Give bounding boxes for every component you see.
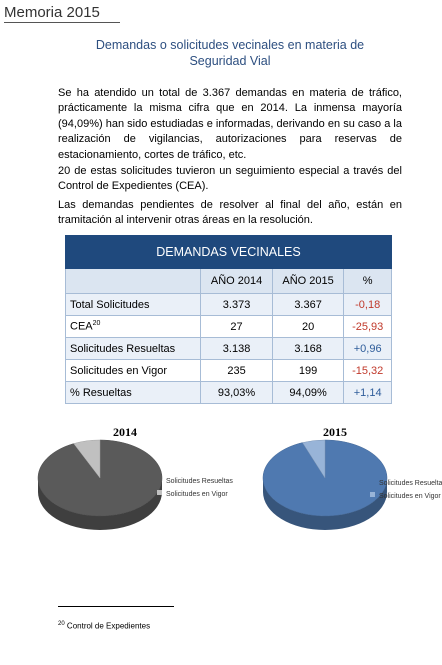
chart-title: 2014 xyxy=(113,425,137,439)
cell: -0,18 xyxy=(343,293,392,316)
column-header: AÑO 2015 xyxy=(271,268,345,294)
row-label-text: Total Solicitudes xyxy=(70,298,150,311)
cell: 27 xyxy=(200,315,273,338)
column-header: % xyxy=(343,268,392,294)
cell: 199 xyxy=(271,359,345,382)
cell: +0,96 xyxy=(343,337,392,360)
pie-side xyxy=(38,478,162,530)
table-header-row: AÑO 2014 AÑO 2015% xyxy=(64,268,392,294)
pie-charts: 2014 Solicitudes Resueltas Solicitudes en … xyxy=(37,425,442,530)
legend-swatch xyxy=(157,490,162,495)
cell: 3.138 xyxy=(200,337,273,360)
row-label: Solicitudes en Vigor xyxy=(64,359,202,382)
row-label: CEA20 xyxy=(64,315,202,338)
table-row: CEA20 27 20 -25,93 xyxy=(64,315,392,338)
cell: +1,14 xyxy=(343,381,392,404)
row-label: % Resueltas xyxy=(64,381,202,404)
paragraph: 20 de estas solicitudes tuvieron un segu… xyxy=(58,165,402,193)
pie-slice xyxy=(73,439,101,479)
section-title: Demandas o solicitudes vecinales en mate… xyxy=(40,37,420,69)
footnote-text: Control de Expedientes xyxy=(66,621,151,631)
table-row: Solicitudes en Vigor 235 199 -15,32 xyxy=(64,359,392,382)
cell: -25,93 xyxy=(343,315,392,338)
row-label: Solicitudes Resueltas xyxy=(64,337,202,360)
data-table: DEMANDAS VECINALES AÑO 2014 AÑO 2015% Total… xyxy=(64,235,392,404)
row-label-text: Solicitudes Resueltas xyxy=(70,342,176,355)
cell: 3.373 xyxy=(200,293,273,316)
footnote: 20 Control de Expedientes xyxy=(58,621,150,631)
cell: 20 xyxy=(271,315,345,338)
cell: 3.367 xyxy=(271,293,345,316)
pie-side xyxy=(263,478,387,530)
footnote-number: 20 xyxy=(58,621,65,627)
legend-label: Solicitudes Resueltas xyxy=(379,480,442,487)
cell: 94,09% xyxy=(271,381,345,404)
row-label: Total Solicitudes xyxy=(64,293,202,316)
legend-swatch xyxy=(157,477,162,482)
chart-title: 2015 xyxy=(323,425,347,439)
legend-swatch xyxy=(370,479,375,484)
legend-label: Solicitudes Resueltas xyxy=(166,478,233,485)
footnote-ref: 20 xyxy=(92,320,101,328)
table-row: % Resueltas 93,03% 94,09% +1,14 xyxy=(64,381,392,404)
table-row: Total Solicitudes 3.373 3.367 -0,18 xyxy=(64,293,392,316)
table-title: DEMANDAS VECINALES xyxy=(65,235,392,269)
legend-label: Solicitudes en Vigor xyxy=(379,493,441,500)
legend-swatch xyxy=(370,492,375,497)
header-corner xyxy=(64,268,202,294)
paragraph: Las demandas pendientes de resolver al f… xyxy=(58,199,402,227)
table-row: Solicitudes Resueltas 3.138 3.168 +0,96 xyxy=(64,337,392,360)
title-line: Demandas o solicitudes vecinales en mate… xyxy=(95,38,365,52)
legend-label: Solicitudes en Vigor xyxy=(166,491,228,498)
footnote-rule xyxy=(58,606,174,607)
row-label-text: % Resueltas xyxy=(70,386,132,399)
column-header: AÑO 2014 xyxy=(200,268,273,294)
row-label-text: Solicitudes en Vigor xyxy=(70,364,168,377)
pie-slice xyxy=(302,439,326,479)
paragraph: Se ha atendido un total de 3.367 demanda… xyxy=(58,87,402,161)
table-title-row: DEMANDAS VECINALES xyxy=(65,235,392,269)
cell: 235 xyxy=(200,359,273,382)
cell: 3.168 xyxy=(271,337,345,360)
row-label-text: CEA xyxy=(70,320,93,333)
page-header: Memoria 2015 xyxy=(4,4,120,23)
cell: 93,03% xyxy=(200,381,273,404)
cell: -15,32 xyxy=(343,359,392,382)
title-line: Seguridad Vial xyxy=(189,54,271,68)
